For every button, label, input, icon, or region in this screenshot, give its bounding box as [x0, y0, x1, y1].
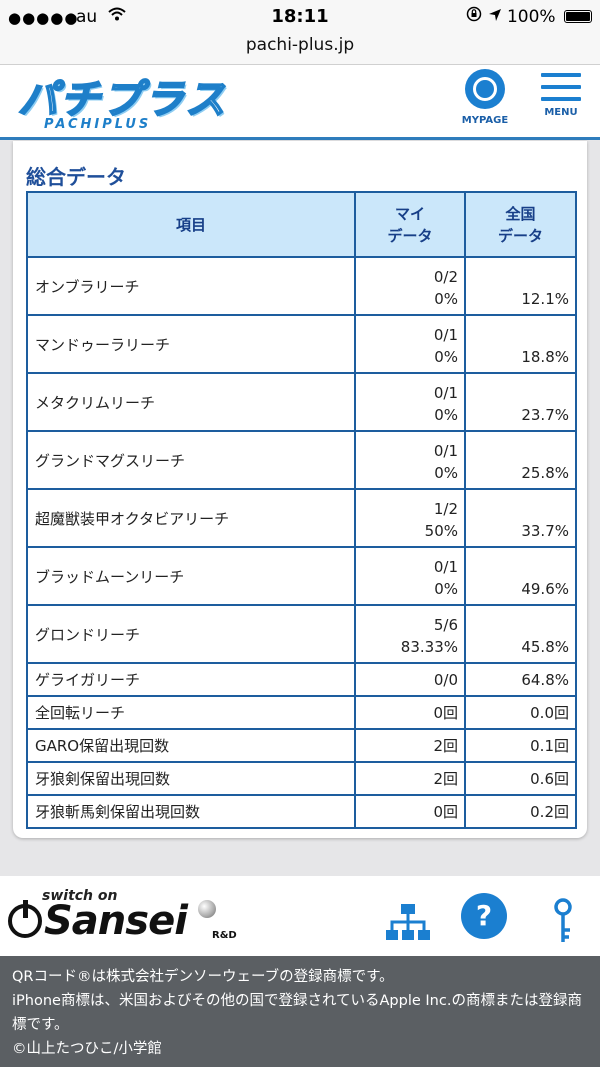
- row-my-data: 2回: [354, 728, 466, 763]
- hamburger-icon: [538, 73, 584, 101]
- summary-table: 項目 マイ データ 全国 データ オンブラリーチ 0/2 0% 12.1% マンドゥー…: [26, 191, 577, 829]
- row-national-data: 25.8%: [464, 430, 577, 490]
- row-my-data: 0/1 0%: [354, 430, 466, 490]
- wifi-icon: [108, 6, 126, 25]
- ball-icon: [198, 900, 216, 918]
- power-icon: [8, 900, 42, 938]
- table-row: 牙狼剣保留出現回数 2回 0.6回: [26, 761, 577, 796]
- row-national-data: 64.8%: [464, 662, 577, 697]
- site-header: パチプラス PACHIPLUS MYPAGE MENU: [0, 65, 600, 140]
- row-name: 全回転リーチ: [26, 695, 356, 730]
- row-national-data: 0.6回: [464, 761, 577, 796]
- row-national-data: 18.8%: [464, 314, 577, 374]
- row-name: ブラッドムーンリーチ: [26, 546, 356, 606]
- table-row: グランドマグスリーチ 0/1 0% 25.8%: [26, 430, 577, 490]
- row-my-data: 0回: [354, 794, 466, 829]
- row-my-data: 5/6 83.33%: [354, 604, 466, 664]
- row-my-data: 2回: [354, 761, 466, 796]
- row-name: オンブラリーチ: [26, 256, 356, 316]
- table-row: 牙狼斬馬剣保留出現回数 0回 0.2回: [26, 794, 577, 829]
- help-icon[interactable]: ?: [461, 893, 507, 939]
- row-name: メタクリムリーチ: [26, 372, 356, 432]
- row-national-data: 45.8%: [464, 604, 577, 664]
- row-national-data: 0.2回: [464, 794, 577, 829]
- row-name: グロンドリーチ: [26, 604, 356, 664]
- menu-label: MENU: [544, 107, 578, 118]
- brand-suffix: R&D: [212, 930, 237, 941]
- row-my-data: 0/1 0%: [354, 372, 466, 432]
- row-national-data: 0.0回: [464, 695, 577, 730]
- site-logo[interactable]: パチプラス PACHIPLUS: [17, 67, 228, 133]
- status-right: 100%: [466, 6, 592, 27]
- table-row: ブラッドムーンリーチ 0/1 0% 49.6%: [26, 546, 577, 606]
- status-bar: ●●●●● au 18:11 100%: [0, 0, 600, 34]
- table-row: マンドゥーラリーチ 0/1 0% 18.8%: [26, 314, 577, 374]
- column-header-mine: マイ データ: [354, 191, 466, 258]
- mypage-icon: [465, 69, 505, 109]
- brand-name: Sansei: [44, 898, 188, 944]
- row-national-data: 12.1%: [464, 256, 577, 316]
- location-arrow-icon: [488, 7, 507, 27]
- clock: 18:11: [271, 6, 329, 27]
- section-title: 総合データ: [26, 165, 126, 189]
- row-name: 牙狼斬馬剣保留出現回数: [26, 794, 356, 829]
- key-icon[interactable]: [548, 898, 596, 946]
- row-my-data: 1/2 50%: [354, 488, 466, 548]
- sansei-logo[interactable]: switch on Sansei R&D: [6, 882, 256, 952]
- row-national-data: 23.7%: [464, 372, 577, 432]
- column-header-national: 全国 データ: [464, 191, 577, 258]
- table-row: グロンドリーチ 5/6 83.33% 45.8%: [26, 604, 577, 664]
- table-row: 全回転リーチ 0回 0.0回: [26, 695, 577, 730]
- legal-qr: QRコード®は株式会社デンソーウェーブの登録商標です。: [12, 969, 394, 985]
- summary-card: 総合データ 項目 マイ データ 全国 データ オンブラリーチ 0/2 0% 12.1%…: [13, 141, 587, 838]
- mypage-label: MYPAGE: [461, 115, 509, 126]
- row-national-data: 0.1回: [464, 728, 577, 763]
- table-row: ゲライガリーチ 0/0 64.8%: [26, 662, 577, 697]
- rotation-lock-icon: [466, 6, 487, 27]
- logo-english: PACHIPLUS: [44, 117, 152, 132]
- signal-strength: ●●●●●: [8, 9, 79, 27]
- row-name: グランドマグスリーチ: [26, 430, 356, 490]
- table-header-row: 項目 マイ データ 全国 データ: [26, 191, 577, 258]
- row-name: 牙狼剣保留出現回数: [26, 761, 356, 796]
- address-bar[interactable]: pachi-plus.jp: [0, 34, 600, 65]
- row-name: 超魔獣装甲オクタビアリーチ: [26, 488, 356, 548]
- menu-button[interactable]: MENU: [538, 73, 584, 133]
- row-national-data: 33.7%: [464, 488, 577, 548]
- table-row: 超魔獣装甲オクタビアリーチ 1/2 50% 33.7%: [26, 488, 577, 548]
- sitemap-icon[interactable]: [384, 898, 432, 946]
- table-row: メタクリムリーチ 0/1 0% 23.7%: [26, 372, 577, 432]
- legal-notice: QRコード®は株式会社デンソーウェーブの登録商標です。 iPhone商標は、米国…: [0, 956, 600, 1067]
- site-footer: switch on Sansei R&D ?: [0, 876, 600, 956]
- row-my-data: 0回: [354, 695, 466, 730]
- row-national-data: 49.6%: [464, 546, 577, 606]
- battery-icon: [564, 10, 592, 23]
- table-row: オンブラリーチ 0/2 0% 12.1%: [26, 256, 577, 316]
- row-my-data: 0/2 0%: [354, 256, 466, 316]
- table-row: GARO保留出現回数 2回 0.1回: [26, 728, 577, 763]
- row-my-data: 0/1 0%: [354, 314, 466, 374]
- legal-copyright: ©山上たつひこ/小学館: [12, 1041, 162, 1057]
- legal-iphone: iPhone商標は、米国およびその他の国で登録されているApple Inc.の商…: [12, 993, 582, 1033]
- battery-percent: 100%: [506, 7, 556, 27]
- column-header-item: 項目: [26, 191, 356, 258]
- row-name: ゲライガリーチ: [26, 662, 356, 697]
- row-name: マンドゥーラリーチ: [26, 314, 356, 374]
- brand-tagline: switch on: [42, 888, 118, 904]
- row-my-data: 0/1 0%: [354, 546, 466, 606]
- logo-japanese: パチプラス: [17, 76, 228, 124]
- mypage-button[interactable]: MYPAGE: [456, 69, 514, 133]
- row-name: GARO保留出現回数: [26, 728, 356, 763]
- row-my-data: 0/0: [354, 662, 466, 697]
- carrier-name: au: [76, 7, 98, 27]
